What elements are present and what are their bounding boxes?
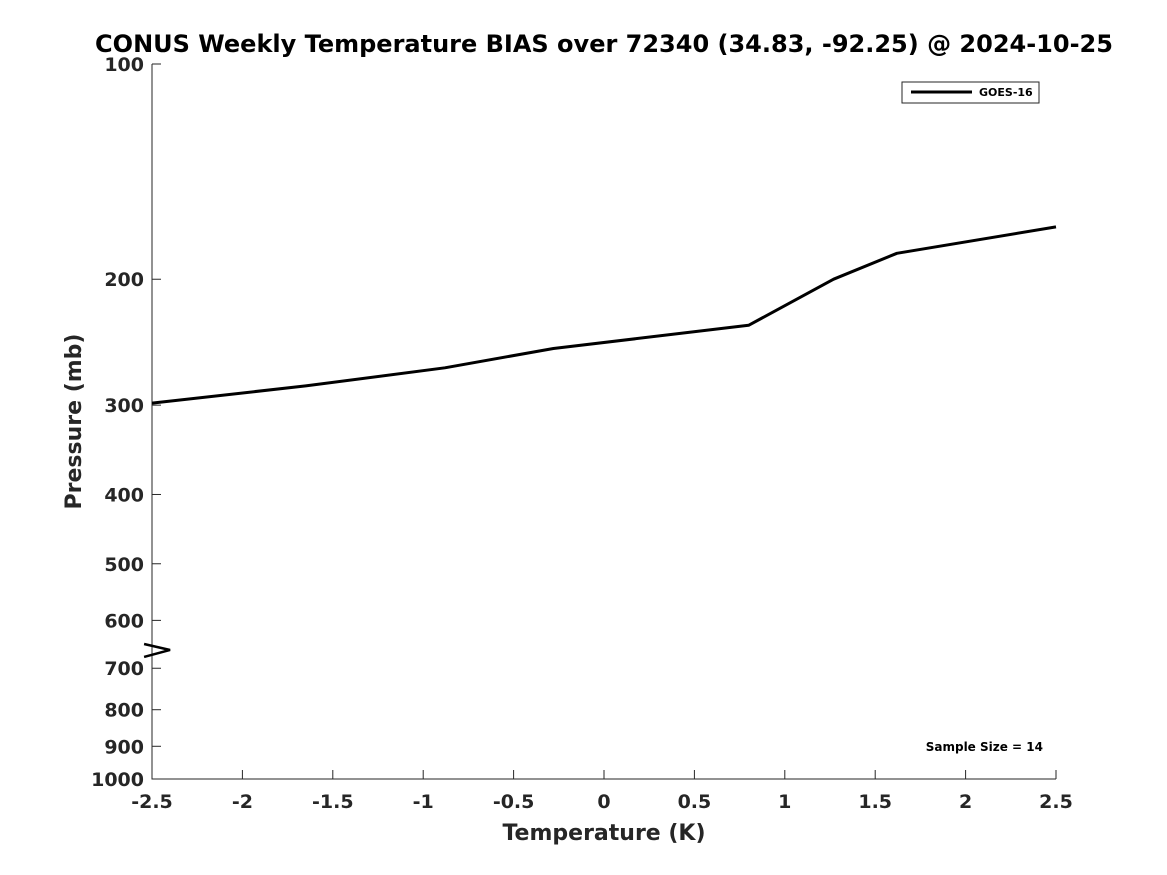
legend: GOES-16 [901, 81, 1040, 104]
x-tick-label: -0.5 [493, 791, 535, 813]
y-tick-label: 700 [104, 658, 144, 680]
x-tick-label: 0 [597, 791, 610, 813]
x-axis: -2.5 -2 -1.5 -1 -0.5 0 0.5 1 1.5 2 2.5 [131, 770, 1073, 813]
y-tick-label: 500 [104, 554, 144, 576]
x-axis-label: Temperature (K) [502, 821, 705, 846]
x-tick-label: -1 [413, 791, 434, 813]
x-tick-label: 2 [959, 791, 972, 813]
chart-title: CONUS Weekly Temperature BIAS over 72340… [95, 30, 1113, 58]
x-tick-label: 1.5 [858, 791, 892, 813]
y-axis: 100 200 300 400 500 600 700 800 900 1000 [91, 54, 161, 791]
series-group [151, 225, 1057, 405]
y-tick-label: 200 [104, 269, 144, 291]
y-tick-label: 100 [104, 54, 144, 76]
x-tick-label: -2 [232, 791, 253, 813]
y-tick-label: 900 [104, 736, 144, 758]
x-tick-label: -1.5 [312, 791, 354, 813]
y-axis-label: Pressure (mb) [62, 334, 87, 510]
x-tick-label: 1 [778, 791, 791, 813]
x-tick-label: -2.5 [131, 791, 173, 813]
y-tick-label: 600 [104, 610, 144, 632]
series-line-goes-16 [151, 225, 1057, 405]
plot-area [152, 64, 1056, 779]
axis-lines [151, 64, 1056, 780]
y-tick-label: 1000 [91, 769, 144, 791]
x-tick-label: 2.5 [1039, 791, 1073, 813]
legend-label-goes-16: GOES-16 [979, 86, 1033, 99]
y-tick-label: 400 [104, 484, 144, 506]
y-tick-label: 300 [104, 395, 144, 417]
x-tick-label: 0.5 [678, 791, 712, 813]
y-tick-label: 800 [104, 700, 144, 722]
sample-size-annotation: Sample Size = 14 [926, 740, 1043, 754]
profile-marker [143, 642, 171, 659]
